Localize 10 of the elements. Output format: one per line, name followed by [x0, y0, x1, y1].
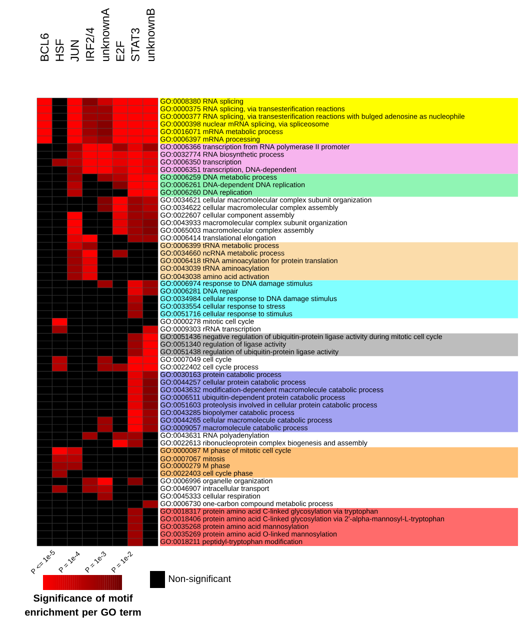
x-tick-label: STAT3: [131, 28, 140, 62]
x-tick-label: E2F: [116, 41, 124, 61]
x-tick-label: unknownB: [146, 8, 155, 62]
x-tick-label: unknownA: [100, 8, 110, 62]
color-bar-title: Significance of motif enrichment per GO term: [25, 594, 141, 618]
x-tick-label: JUN: [70, 40, 79, 62]
x-tick-label: HSF: [56, 39, 64, 61]
text: Non-significant: [168, 575, 231, 584]
x-tick-label: BCL6: [40, 34, 49, 61]
x-tick-label: IRF2/4: [86, 28, 94, 61]
